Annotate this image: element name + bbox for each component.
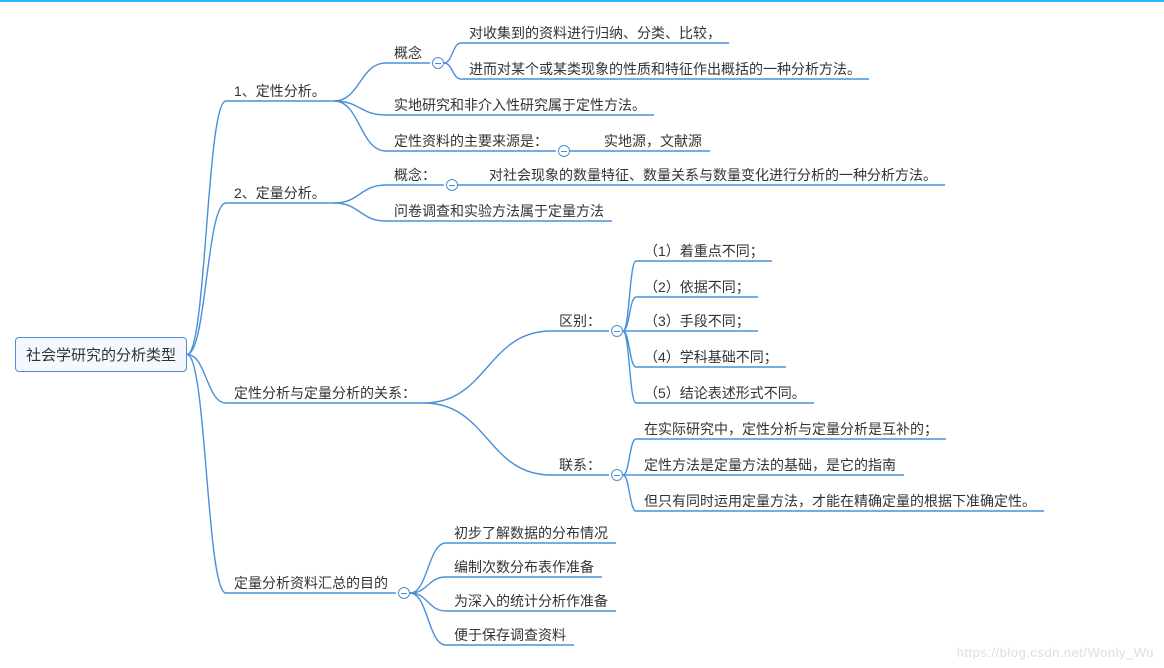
node-2-0-0: （1）着重点不同； xyxy=(640,239,768,263)
node-2: 定性分析与定量分析的关系： xyxy=(230,381,420,405)
node-2-1-0: 在实际研究中，定性分析与定量分析是互补的； xyxy=(640,417,942,441)
node-0-0-0: 对收集到的资料进行归纳、分类、比较， xyxy=(465,21,725,45)
expand-icon[interactable] xyxy=(446,179,458,191)
node-3-2: 为深入的统计分析作准备 xyxy=(450,589,612,613)
expand-icon[interactable] xyxy=(611,469,623,481)
node-0: 1、定性分析。 xyxy=(230,79,330,103)
node-3-3: 便于保存调查资料 xyxy=(450,623,570,647)
expand-icon[interactable] xyxy=(558,145,570,157)
expand-icon[interactable] xyxy=(398,587,410,599)
node-0-2-0: 实地源，文献源 xyxy=(600,129,706,153)
node-2-0-4: （5）结论表述形式不同。 xyxy=(640,381,810,405)
node-2-0: 区别： xyxy=(555,309,605,333)
node-3-0: 初步了解数据的分布情况 xyxy=(450,521,612,545)
node-2-1-2: 但只有同时运用定量方法，才能在精确定量的根据下准确定性。 xyxy=(640,489,1040,513)
node-2-0-3: （4）学科基础不同； xyxy=(640,345,782,369)
node-2-1-1: 定性方法是定量方法的基础，是它的指南 xyxy=(640,453,900,477)
node-0-0-1: 进而对某个或某类现象的性质和特征作出概括的一种分析方法。 xyxy=(465,57,865,81)
node-3: 定量分析资料汇总的目的 xyxy=(230,571,392,595)
node-1-1: 问卷调查和实验方法属于定量方法 xyxy=(390,199,608,223)
watermark: https://blog.csdn.net/Wonly_Wu xyxy=(957,645,1154,660)
node-0-1: 实地研究和非介入性研究属于定性方法。 xyxy=(390,93,650,117)
node-1: 2、定量分析。 xyxy=(230,181,330,205)
root-node[interactable]: 社会学研究的分析类型 xyxy=(15,337,187,372)
node-1-0: 概念： xyxy=(390,163,440,187)
expand-icon[interactable] xyxy=(611,325,623,337)
node-2-0-1: （2）依据不同； xyxy=(640,275,754,299)
node-0-2: 定性资料的主要来源是： xyxy=(390,129,552,153)
node-0-0: 概念 xyxy=(390,41,426,65)
mindmap-canvas: https://blog.csdn.net/Wonly_Wu 社会学研究的分析类… xyxy=(0,0,1164,668)
node-1-0-0: 对社会现象的数量特征、数量关系与数量变化进行分析的一种分析方法。 xyxy=(485,163,941,187)
expand-icon[interactable] xyxy=(432,57,444,69)
node-3-1: 编制次数分布表作准备 xyxy=(450,555,598,579)
node-2-1: 联系： xyxy=(555,453,605,477)
node-2-0-2: （3）手段不同； xyxy=(640,309,754,333)
